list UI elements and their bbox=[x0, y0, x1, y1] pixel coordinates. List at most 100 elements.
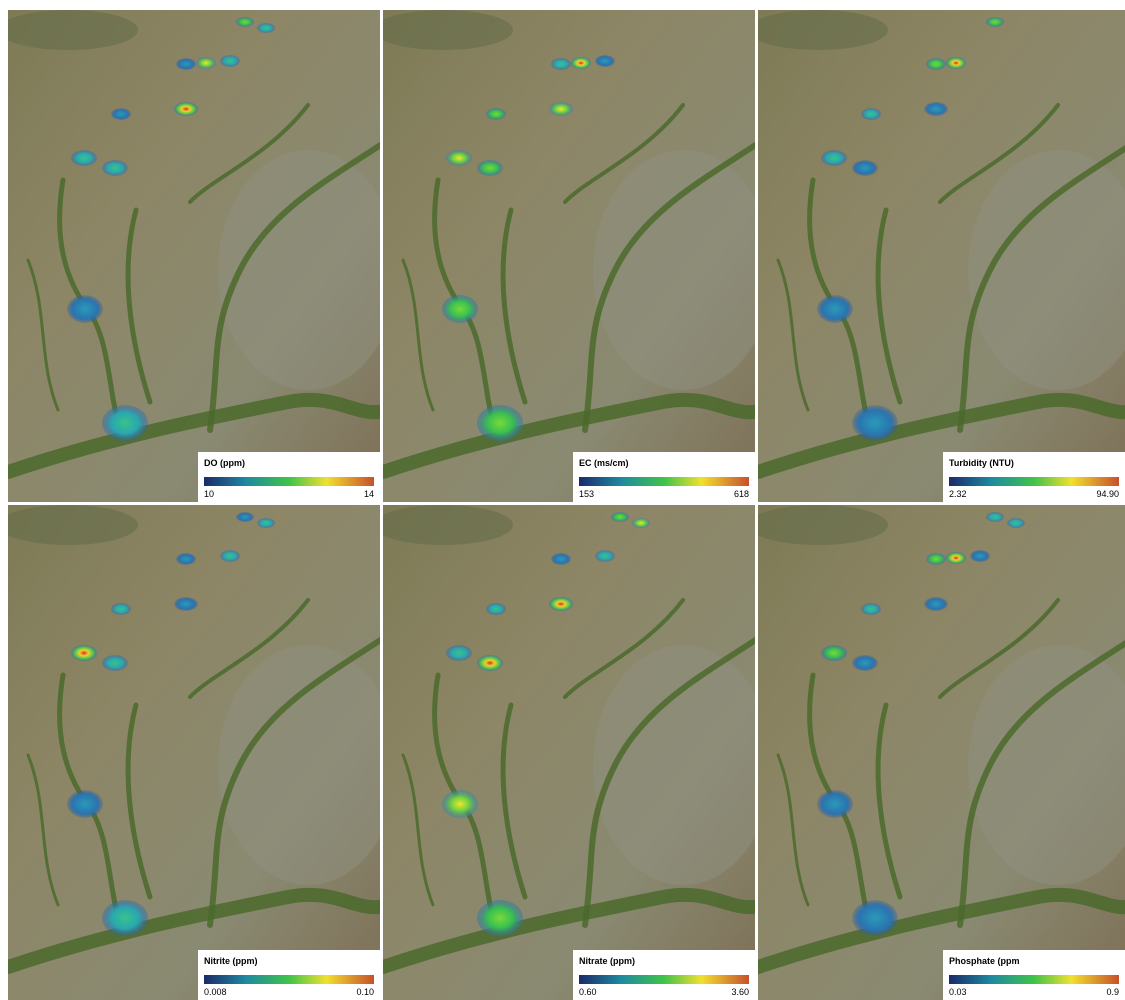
hotspot bbox=[236, 17, 254, 27]
legend-min: 153 bbox=[579, 489, 594, 499]
hotspot bbox=[174, 597, 198, 611]
legend-min: 10 bbox=[204, 489, 214, 499]
legend: DO (ppm) 10 14 bbox=[198, 452, 380, 502]
hotspot bbox=[946, 57, 966, 69]
hotspot bbox=[176, 553, 196, 565]
hotspot bbox=[442, 295, 478, 323]
hotspot bbox=[549, 597, 573, 611]
hotspot bbox=[111, 603, 131, 615]
hotspot bbox=[926, 553, 946, 565]
color-bar bbox=[204, 477, 374, 486]
legend-max: 94.90 bbox=[1096, 489, 1119, 499]
hotspot bbox=[102, 900, 148, 936]
hotspot bbox=[71, 150, 97, 166]
legend: EC (ms/cm) 153 618 bbox=[573, 452, 755, 502]
hotspot bbox=[595, 550, 615, 562]
legend-title: Nitrate (ppm) bbox=[579, 956, 635, 966]
map-panel: Nitrite (ppm) 0.008 0.10 bbox=[8, 505, 380, 1000]
hotspot bbox=[924, 597, 948, 611]
legend-title: Nitrite (ppm) bbox=[204, 956, 258, 966]
legend: Turbidity (NTU) 2.32 94.90 bbox=[943, 452, 1125, 502]
hotspot bbox=[852, 900, 898, 936]
hotspot bbox=[970, 550, 990, 562]
hotspot bbox=[174, 102, 198, 116]
hotspot bbox=[817, 295, 853, 323]
hotspot bbox=[71, 645, 97, 661]
hotspot bbox=[852, 655, 878, 671]
legend-max: 3.60 bbox=[731, 987, 749, 997]
hotspot bbox=[102, 160, 128, 176]
hotspot bbox=[196, 57, 216, 69]
legend-max: 14 bbox=[364, 489, 374, 499]
legend-max: 0.9 bbox=[1106, 987, 1119, 997]
map: DO (ppm) 10 14 bbox=[8, 10, 380, 502]
hotspot bbox=[446, 150, 472, 166]
hotspot bbox=[446, 645, 472, 661]
hotspot bbox=[611, 512, 629, 522]
map: Phosphate (ppm 0.03 0.9 bbox=[758, 505, 1125, 1000]
map-panel: EC (ms/cm) 153 618 bbox=[383, 10, 755, 502]
hotspot bbox=[821, 645, 847, 661]
hotspot bbox=[477, 900, 523, 936]
hotspot bbox=[926, 58, 946, 70]
legend-title: EC (ms/cm) bbox=[579, 458, 629, 468]
hotspot bbox=[551, 553, 571, 565]
legend: Nitrite (ppm) 0.008 0.10 bbox=[198, 950, 380, 1000]
hotspot bbox=[986, 512, 1004, 522]
hotspot bbox=[852, 405, 898, 441]
hotspot bbox=[861, 108, 881, 120]
legend: Phosphate (ppm 0.03 0.9 bbox=[943, 950, 1125, 1000]
map: Nitrate (ppm) 0.60 3.60 bbox=[383, 505, 755, 1000]
hotspot bbox=[817, 790, 853, 818]
hotspot bbox=[176, 58, 196, 70]
hotspot bbox=[220, 550, 240, 562]
hotspot bbox=[551, 58, 571, 70]
hotspot bbox=[821, 150, 847, 166]
map: Turbidity (NTU) 2.32 94.90 bbox=[758, 10, 1125, 502]
color-bar bbox=[579, 477, 749, 486]
hotspot bbox=[442, 790, 478, 818]
map: EC (ms/cm) 153 618 bbox=[383, 10, 755, 502]
hotspot bbox=[257, 518, 275, 528]
color-bar bbox=[949, 975, 1119, 984]
hotspot bbox=[257, 23, 275, 33]
map-panel: DO (ppm) 10 14 bbox=[8, 10, 380, 502]
map-panel: Phosphate (ppm 0.03 0.9 bbox=[758, 505, 1125, 1000]
color-bar bbox=[204, 975, 374, 984]
hotspot bbox=[477, 405, 523, 441]
hotspot bbox=[111, 108, 131, 120]
legend-max: 618 bbox=[734, 489, 749, 499]
hotspot bbox=[102, 405, 148, 441]
legend-min: 2.32 bbox=[949, 489, 967, 499]
hotspot bbox=[220, 55, 240, 67]
map: Nitrite (ppm) 0.008 0.10 bbox=[8, 505, 380, 1000]
legend-max: 0.10 bbox=[356, 987, 374, 997]
legend-title: DO (ppm) bbox=[204, 458, 245, 468]
hotspot bbox=[571, 57, 591, 69]
hotspot bbox=[549, 102, 573, 116]
hotspot bbox=[486, 108, 506, 120]
hotspot bbox=[1007, 518, 1025, 528]
legend: Nitrate (ppm) 0.60 3.60 bbox=[573, 950, 755, 1000]
figure: DO (ppm) 10 14 EC (ms/cm) 153 618 Turbidity (N… bbox=[0, 0, 1125, 1000]
hotspot bbox=[924, 102, 948, 116]
hotspot bbox=[67, 295, 103, 323]
hotspot bbox=[946, 552, 966, 564]
hotspot bbox=[852, 160, 878, 176]
hotspot bbox=[486, 603, 506, 615]
hotspot bbox=[477, 655, 503, 671]
legend-min: 0.008 bbox=[204, 987, 227, 997]
legend-title: Phosphate (ppm bbox=[949, 956, 1020, 966]
map-panel: Nitrate (ppm) 0.60 3.60 bbox=[383, 505, 755, 1000]
color-bar bbox=[579, 975, 749, 984]
legend-title: Turbidity (NTU) bbox=[949, 458, 1014, 468]
map-panel: Turbidity (NTU) 2.32 94.90 bbox=[758, 10, 1125, 502]
hotspot bbox=[986, 17, 1004, 27]
hotspot bbox=[102, 655, 128, 671]
hotspot bbox=[477, 160, 503, 176]
hotspot bbox=[236, 512, 254, 522]
hotspot bbox=[67, 790, 103, 818]
legend-min: 0.60 bbox=[579, 987, 597, 997]
hotspot bbox=[595, 55, 615, 67]
legend-min: 0.03 bbox=[949, 987, 967, 997]
